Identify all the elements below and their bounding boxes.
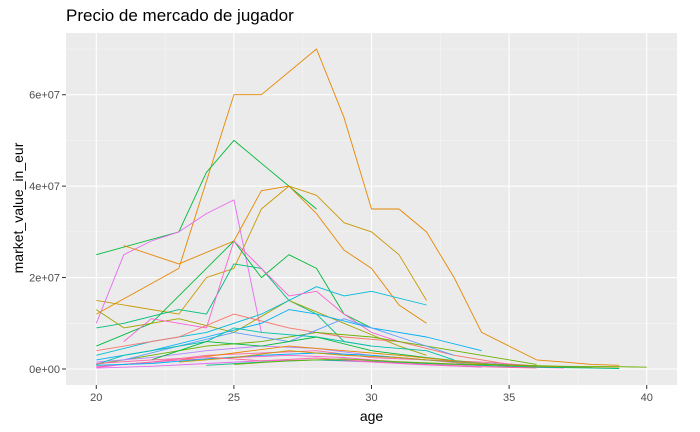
- y-tick-label: 0e+00: [29, 364, 60, 376]
- series-line-10: [123, 240, 400, 343]
- series-line-4: [95, 199, 262, 333]
- axis-ticks: [62, 94, 648, 389]
- x-tick-label: 20: [90, 392, 102, 404]
- x-tick-label: 40: [641, 392, 653, 404]
- major-gridlines: [66, 33, 677, 385]
- series-line-12: [96, 309, 482, 361]
- series-line-25: [96, 356, 537, 369]
- y-tick-label: 2e+07: [29, 273, 60, 285]
- x-tick-label: 25: [228, 392, 240, 404]
- series-line-8: [96, 299, 427, 356]
- y-tick-label: 4e+07: [29, 181, 60, 193]
- x-axis-title: age: [359, 408, 384, 424]
- series-line-5: [96, 263, 372, 347]
- series-line-16: [96, 327, 455, 365]
- series-line-1: [96, 48, 620, 366]
- y-axis-title: market_value_in_eur: [10, 142, 26, 274]
- series-line-6: [123, 185, 427, 324]
- x-tick-label: 30: [365, 392, 377, 404]
- x-tick-label: 35: [503, 392, 515, 404]
- series-lines: [95, 48, 647, 369]
- series-line-7: [96, 240, 372, 347]
- y-tick-label: 6e+07: [29, 90, 60, 102]
- series-line-22: [178, 350, 620, 369]
- series-line-13: [96, 331, 537, 365]
- series-line-19: [123, 345, 510, 367]
- chart-title: Precio de mercado de jugador: [66, 6, 294, 25]
- series-line-26: [233, 358, 647, 368]
- tick-labels: 20 25 30 35 40 0e+00 2e+07 4e+07 6e+07: [29, 90, 653, 404]
